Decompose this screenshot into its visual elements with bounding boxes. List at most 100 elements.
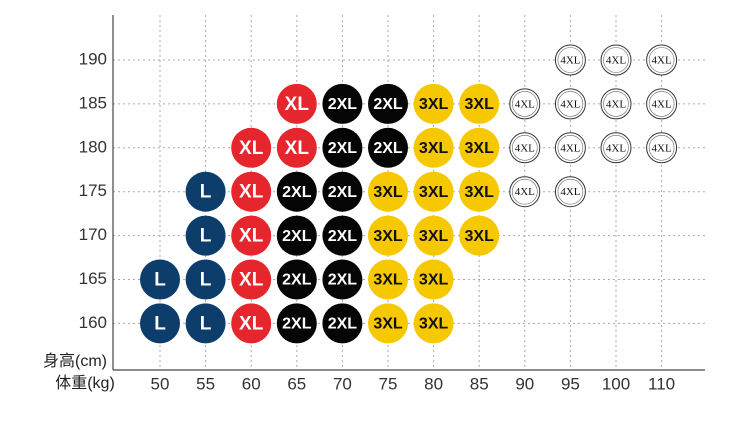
size-badge — [322, 83, 363, 124]
size-label: 4XL — [515, 186, 535, 198]
size-label: 3XL — [419, 96, 449, 113]
size-badge-ring — [648, 47, 675, 73]
size-label: 4XL — [606, 55, 626, 67]
size-badge — [140, 303, 180, 344]
size-badge — [413, 303, 454, 344]
size-label: 3XL — [465, 228, 495, 245]
size-badge — [646, 88, 678, 120]
size-label: 2XL — [328, 228, 358, 245]
size-label: L — [200, 226, 212, 247]
size-badge — [322, 171, 363, 212]
size-label: 2XL — [282, 316, 312, 333]
size-label: L — [200, 270, 212, 291]
size-badge — [646, 44, 678, 76]
x-tick-label: 90 — [515, 374, 534, 393]
size-badge — [231, 127, 272, 168]
x-tick-label: 50 — [151, 374, 170, 393]
size-badge-ring — [511, 91, 538, 117]
size-label: 2XL — [282, 228, 312, 245]
size-label: 4XL — [606, 142, 626, 154]
size-label: 2XL — [328, 272, 358, 289]
size-badge-ring — [603, 91, 629, 117]
size-badge — [322, 303, 363, 344]
size-badge-ring — [648, 91, 675, 117]
size-label: 4XL — [560, 142, 580, 154]
size-badge — [322, 259, 363, 300]
size-label: 4XL — [606, 98, 626, 110]
size-badge — [322, 215, 363, 256]
size-badge-ring — [603, 47, 629, 73]
size-badge-ring — [603, 135, 629, 161]
size-badge — [413, 127, 454, 168]
size-label: L — [154, 270, 166, 291]
x-tick-label: 80 — [424, 374, 443, 393]
size-label: XL — [285, 138, 310, 159]
size-label: 3XL — [419, 316, 449, 333]
size-badge — [459, 215, 500, 256]
size-badge — [368, 215, 408, 256]
size-label: 4XL — [515, 98, 535, 110]
size-badge — [368, 171, 408, 212]
size-label: XL — [239, 313, 264, 334]
size-label: 4XL — [652, 142, 672, 154]
size-badge — [459, 127, 500, 168]
size-badge — [276, 215, 317, 256]
size-label: XL — [239, 270, 264, 291]
size-label: 4XL — [560, 55, 580, 67]
y-tick-label: 180 — [79, 137, 107, 156]
size-label: 3XL — [465, 140, 495, 157]
size-badge — [554, 176, 586, 208]
size-label: 2XL — [282, 272, 312, 289]
size-badge-ring — [648, 135, 675, 161]
size-badge — [554, 88, 586, 120]
y-tick-label: 170 — [79, 225, 107, 244]
size-label: XL — [285, 94, 310, 115]
size-label: 3XL — [373, 272, 403, 289]
size-badge — [185, 303, 226, 344]
size-badge-ring — [511, 135, 538, 161]
size-badge-ring — [557, 47, 584, 73]
size-badge — [231, 259, 272, 300]
size-label: L — [200, 313, 212, 334]
x-axis-label: 体重(kg) — [55, 374, 115, 392]
size-badge — [231, 215, 272, 256]
size-badge — [231, 303, 272, 344]
x-tick-label: 85 — [470, 374, 489, 393]
size-badge — [509, 176, 541, 208]
size-badge — [509, 132, 541, 164]
size-badge-ring — [557, 135, 584, 161]
size-label: XL — [239, 226, 264, 247]
size-badge — [600, 88, 632, 120]
size-badge — [509, 88, 541, 120]
size-badge — [231, 171, 272, 212]
size-label: 4XL — [560, 98, 580, 110]
size-label: 3XL — [419, 272, 449, 289]
size-badge — [554, 44, 586, 76]
size-badge — [322, 127, 363, 168]
size-badge — [413, 215, 454, 256]
size-badge — [368, 303, 408, 344]
size-badge — [554, 132, 586, 164]
size-label: 2XL — [328, 184, 358, 201]
size-badge — [368, 259, 408, 300]
size-badge — [185, 215, 226, 256]
size-badge — [600, 44, 632, 76]
size-badge — [276, 303, 317, 344]
size-label: 3XL — [465, 96, 495, 113]
x-tick-label: 60 — [242, 374, 261, 393]
size-label: 4XL — [560, 186, 580, 198]
size-badge — [459, 83, 500, 124]
size-badge — [140, 259, 180, 300]
x-tick-label: 110 — [648, 374, 675, 393]
size-label: 3XL — [373, 184, 403, 201]
size-label: 3XL — [373, 228, 403, 245]
size-label: L — [154, 313, 166, 334]
size-label: 2XL — [373, 140, 403, 157]
x-tick-label: 70 — [333, 374, 352, 393]
size-badge — [413, 83, 454, 124]
x-tick-label: 95 — [561, 374, 580, 393]
size-badge — [185, 259, 226, 300]
size-badge — [646, 132, 678, 164]
size-label: 3XL — [419, 228, 449, 245]
